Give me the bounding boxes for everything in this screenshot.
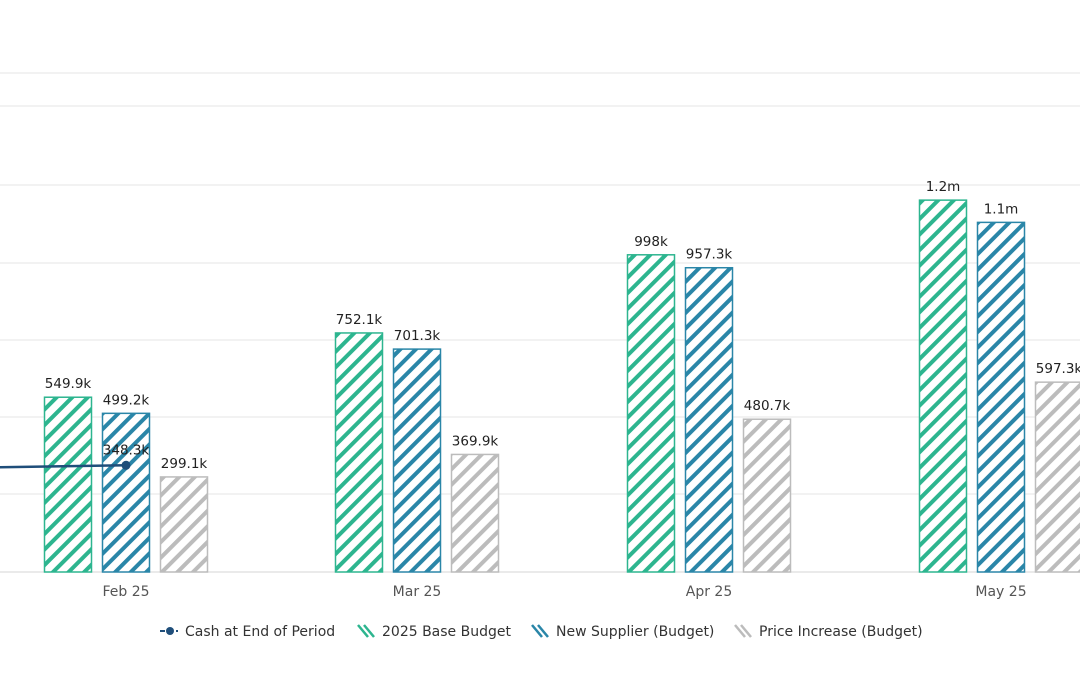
data-label-new-supplier-budget-may-25: 1.1m <box>984 201 1019 217</box>
cash-point-feb-25[interactable] <box>122 461 131 470</box>
legend-hatch-icon <box>358 625 374 637</box>
legend: Cash at End of Period 2025 Base Budget New… <box>160 624 923 640</box>
legend-item-cash-at-end-of-period[interactable]: Cash at End of Period <box>160 624 335 640</box>
cash-data-label-feb-25: 348.3k <box>103 442 150 458</box>
data-label-price-increase-budget-apr-25: 480.7k <box>744 398 791 414</box>
data-label-new-supplier-budget-mar-25: 701.3k <box>394 328 441 344</box>
x-axis: Feb 25 Mar 25 Apr 25 May 25 <box>102 584 1026 600</box>
bar-price-increase-budget-mar-25[interactable] <box>452 454 499 572</box>
x-tick-label: Mar 25 <box>393 584 442 600</box>
legend-item-price-increase-budget[interactable]: Price Increase (Budget) <box>735 624 923 640</box>
bar-2025-base-budget-mar-25[interactable] <box>336 333 383 572</box>
data-label-2025-base-budget-may-25: 1.2m <box>926 179 961 195</box>
legend-label: Price Increase (Budget) <box>759 624 923 640</box>
legend-label: New Supplier (Budget) <box>556 624 714 640</box>
bar-new-supplier-budget-mar-25[interactable] <box>394 349 441 572</box>
x-tick-label: May 25 <box>975 584 1026 600</box>
x-tick-label: Feb 25 <box>102 584 149 600</box>
legend-label: 2025 Base Budget <box>382 624 511 640</box>
bar-price-increase-budget-may-25[interactable] <box>1036 382 1080 572</box>
bar-price-increase-budget-feb-25[interactable] <box>161 477 208 572</box>
data-label-price-increase-budget-feb-25: 299.1k <box>161 456 208 472</box>
bar-price-increase-budget-apr-25[interactable] <box>744 419 791 572</box>
data-label-price-increase-budget-mar-25: 369.9k <box>452 433 499 449</box>
data-label-2025-base-budget-mar-25: 752.1k <box>336 312 383 328</box>
legend-hatch-icon <box>735 625 751 637</box>
bar-2025-base-budget-may-25[interactable] <box>920 200 967 572</box>
legend-item-new-supplier-budget[interactable]: New Supplier (Budget) <box>532 624 714 640</box>
x-tick-label: Apr 25 <box>686 584 732 600</box>
bar-2025-base-budget-feb-25[interactable] <box>45 397 92 572</box>
bar-new-supplier-budget-feb-25[interactable] <box>103 413 150 572</box>
bars <box>45 200 1080 572</box>
data-label-price-increase-budget-may-25: 597.3k <box>1036 361 1080 377</box>
data-label-new-supplier-budget-apr-25: 957.3k <box>686 247 733 263</box>
bar-2025-base-budget-apr-25[interactable] <box>628 255 675 572</box>
legend-hatch-icon <box>532 625 548 637</box>
bar-new-supplier-budget-apr-25[interactable] <box>686 268 733 572</box>
legend-label: Cash at End of Period <box>185 624 335 640</box>
legend-marker-icon <box>166 627 174 635</box>
bar-new-supplier-budget-may-25[interactable] <box>978 222 1025 572</box>
data-label-2025-base-budget-feb-25: 549.9k <box>45 376 92 392</box>
legend-item-2025-base-budget[interactable]: 2025 Base Budget <box>358 624 511 640</box>
data-label-2025-base-budget-apr-25: 998k <box>634 234 668 250</box>
data-label-new-supplier-budget-feb-25: 499.2k <box>103 392 150 408</box>
